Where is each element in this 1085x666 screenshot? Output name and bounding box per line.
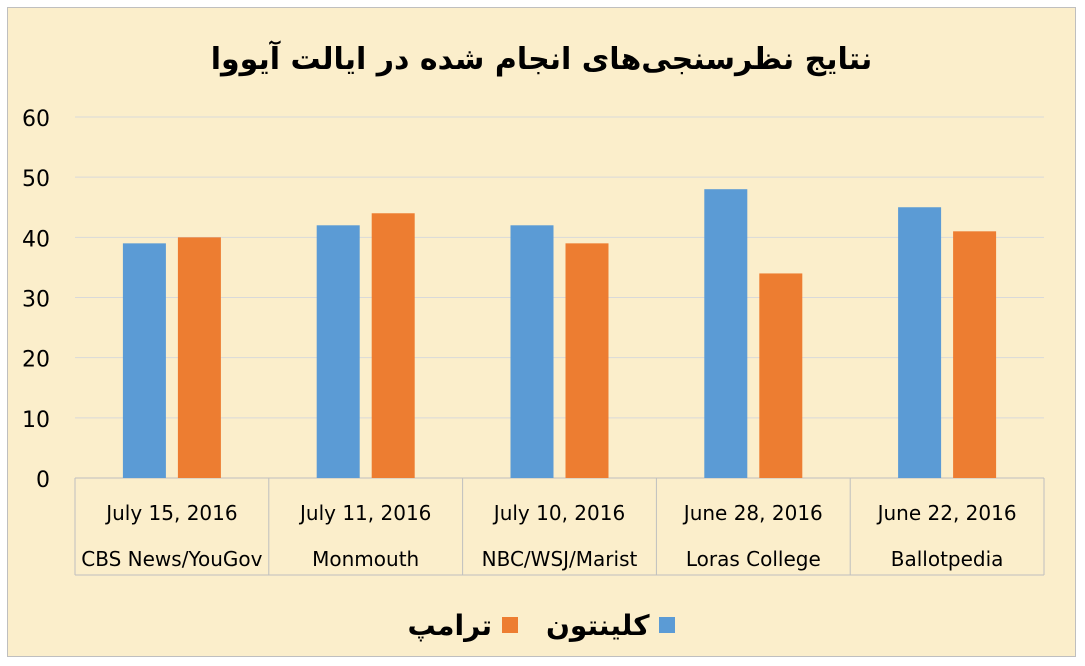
chart-plot: 0 10 20 30 40 50 60 July 15, 2016 CBS News/YouGo… <box>22 107 1045 576</box>
bar-clinton <box>898 207 942 478</box>
x-tick-label-pollster: Loras College <box>686 547 821 571</box>
x-tick-label-pollster: Ballotpedia <box>891 547 1004 571</box>
chart-frame: نتایج نظرسنجی‌های انجام شده در ایالت آیو… <box>7 7 1076 657</box>
x-tick-label-date: July 11, 2016 <box>298 501 431 525</box>
legend-item-clinton: کلینتون <box>546 608 676 642</box>
legend-label-clinton: کلینتون <box>546 608 650 642</box>
y-tick-label: 50 <box>22 167 50 192</box>
x-tick-label-date: June 28, 2016 <box>682 501 823 525</box>
x-tick-label-date: June 22, 2016 <box>876 501 1017 525</box>
legend-label-trump: ترامپ <box>407 608 493 642</box>
x-tick-label-pollster: NBC/WSJ/Marist <box>482 547 638 571</box>
y-tick-label: 0 <box>36 468 50 493</box>
legend-swatch-clinton <box>659 617 676 633</box>
legend-swatch-trump <box>502 617 519 633</box>
bar-clinton <box>510 225 554 478</box>
x-tick-label-date: July 10, 2016 <box>492 501 625 525</box>
y-tick-label: 40 <box>22 227 50 252</box>
bar-clinton <box>122 243 166 478</box>
y-tick-label: 30 <box>22 288 50 313</box>
bar-trump <box>953 231 997 478</box>
y-tick-label: 20 <box>22 348 50 373</box>
bar-clinton <box>704 189 748 478</box>
chart-title: نتایج نظرسنجی‌های انجام شده در ایالت آیو… <box>210 42 873 77</box>
x-tick-label-pollster: Monmouth <box>312 547 419 571</box>
y-tick-label: 60 <box>22 107 50 132</box>
x-tick-label-pollster: CBS News/YouGov <box>81 547 262 571</box>
bar-clinton <box>316 225 360 478</box>
y-tick-label: 10 <box>22 408 50 433</box>
chart-legend: ترامپ کلینتون <box>8 600 1075 650</box>
bar-trump <box>371 213 415 478</box>
bar-trump <box>565 243 609 478</box>
bar-trump <box>759 273 803 478</box>
bar-trump <box>177 237 221 478</box>
x-tick-label-date: July 15, 2016 <box>104 501 237 525</box>
legend-item-trump: ترامپ <box>408 609 519 642</box>
